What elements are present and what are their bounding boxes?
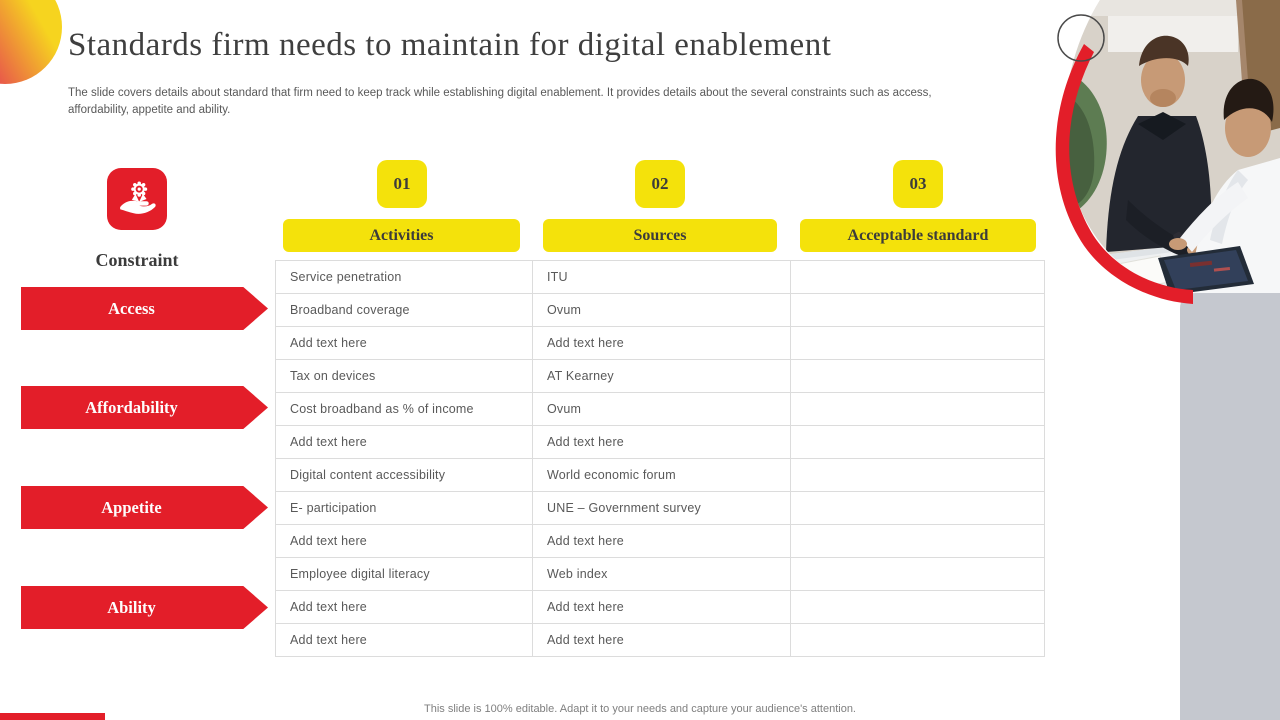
table-cell-source: AT Kearney <box>533 360 791 392</box>
table-cell-source: Add text here <box>533 327 791 359</box>
bottom-red-strip <box>0 713 105 720</box>
table-cell-source: World economic forum <box>533 459 791 491</box>
standards-table-body: Service penetration ITU Broadband coverage… <box>276 261 1044 656</box>
column-header-activities: Activities <box>283 219 520 252</box>
table-cell-source: Add text here <box>533 624 791 656</box>
constraint-arrow-access: Access <box>21 287 268 330</box>
editable-note: This slide is 100% editable. Adapt it to… <box>424 703 856 715</box>
table-cell-source: ITU <box>533 261 791 293</box>
table-row: Service penetration ITU <box>276 261 1044 293</box>
constraint-arrow-ability: Ability <box>21 586 268 629</box>
table-cell-source: Ovum <box>533 393 791 425</box>
table-row: Add text here Add text here <box>276 623 1044 656</box>
table-cell-activity: E- participation <box>276 492 533 524</box>
corner-gradient-shape <box>0 0 62 84</box>
constraint-icon-tile <box>107 168 167 230</box>
table-cell-source: Ovum <box>533 294 791 326</box>
standards-table: Service penetration ITU Broadband coverage… <box>275 260 1045 657</box>
red-crescent-shape <box>1055 44 1193 304</box>
table-row: Cost broadband as % of income Ovum <box>276 392 1044 425</box>
office-photo-composition <box>1000 0 1280 720</box>
constraint-heading: Constraint <box>95 250 179 270</box>
column-number-badge: 02 <box>635 160 685 208</box>
table-cell-activity: Add text here <box>276 426 533 458</box>
slide-description: The slide covers details about standard … <box>68 87 932 116</box>
column-header-sources: Sources <box>543 219 777 252</box>
table-cell-source: Add text here <box>533 426 791 458</box>
table-row: Digital content accessibility World econo… <box>276 458 1044 491</box>
table-cell-activity: Broadband coverage <box>276 294 533 326</box>
table-cell-activity: Add text here <box>276 327 533 359</box>
table-cell-activity: Tax on devices <box>276 360 533 392</box>
table-cell-activity: Add text here <box>276 624 533 656</box>
table-row: Add text here Add text here <box>276 590 1044 623</box>
table-row: Broadband coverage Ovum <box>276 293 1044 326</box>
table-cell-source: Add text here <box>533 525 791 557</box>
gray-side-panel <box>1180 293 1280 720</box>
constraint-arrow-label: Ability <box>107 597 156 617</box>
table-row: Tax on devices AT Kearney <box>276 359 1044 392</box>
table-cell-source: UNE – Government survey <box>533 492 791 524</box>
page-title: Standards firm needs to maintain for dig… <box>68 27 832 63</box>
table-row: Add text here Add text here <box>276 326 1044 359</box>
award-in-hand-icon <box>120 181 156 214</box>
table-row: E- participation UNE – Government survey <box>276 491 1044 524</box>
table-row: Employee digital literacy Web index <box>276 557 1044 590</box>
table-row: Add text here Add text here <box>276 524 1044 557</box>
table-cell-source: Web index <box>533 558 791 590</box>
outline-circle-accent <box>1057 14 1105 62</box>
table-cell-source: Add text here <box>533 591 791 623</box>
constraint-arrow-appetite: Appetite <box>21 486 268 529</box>
table-cell-activity: Service penetration <box>276 261 533 293</box>
column-header-acceptable-standard: Acceptable standard <box>800 219 1036 252</box>
constraint-arrow-label: Appetite <box>101 497 162 517</box>
table-cell-activity: Add text here <box>276 525 533 557</box>
table-row: Add text here Add text here <box>276 425 1044 458</box>
column-number-badge: 01 <box>377 160 427 208</box>
table-cell-activity: Employee digital literacy <box>276 558 533 590</box>
table-cell-activity: Add text here <box>276 591 533 623</box>
column-number-badge: 03 <box>893 160 943 208</box>
office-photo <box>1055 0 1280 720</box>
constraint-arrow-label: Affordability <box>85 397 178 417</box>
constraint-arrow-affordability: Affordability <box>21 386 268 429</box>
constraint-arrow-label: Access <box>108 298 155 318</box>
table-cell-activity: Cost broadband as % of income <box>276 393 533 425</box>
table-cell-activity: Digital content accessibility <box>276 459 533 491</box>
